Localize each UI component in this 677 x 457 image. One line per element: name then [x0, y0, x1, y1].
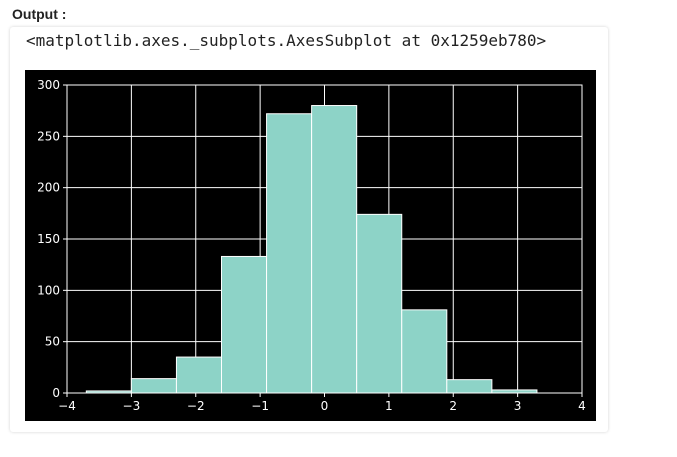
histogram-bar	[221, 255, 268, 394]
x-axis-ticks: −4 −3 −2 −1 0 1 2 3 4	[58, 393, 586, 413]
histogram-bar	[130, 378, 177, 394]
x-tick-label: −1	[251, 399, 269, 413]
y-tick-label: 150	[37, 232, 60, 246]
axes-repr-text: <matplotlib.axes._subplots.AxesSubplot a…	[26, 31, 547, 50]
x-tick-label: −3	[123, 399, 141, 413]
histogram-bar	[266, 113, 313, 394]
x-tick-label: 1	[385, 399, 393, 413]
y-tick-label: 200	[37, 181, 60, 195]
output-label: Output :	[12, 6, 67, 22]
x-tick-label: −2	[187, 399, 205, 413]
histogram-bar	[356, 213, 403, 394]
y-tick-label: 250	[37, 129, 60, 143]
y-tick-label: 300	[37, 78, 60, 92]
y-tick-label: 100	[37, 283, 60, 297]
y-tick-label: 0	[52, 386, 60, 400]
histogram-chart: −4 −3 −2 −1 0 1 2 3 4 0 50 100 150 200 250 300	[37, 78, 586, 413]
histogram-bar	[311, 105, 358, 394]
histogram-bar	[175, 356, 222, 394]
x-tick-label: 2	[449, 399, 457, 413]
histogram-bar	[401, 309, 448, 394]
x-tick-label: 4	[578, 399, 586, 413]
x-tick-label: 0	[321, 399, 329, 413]
histogram-bars	[85, 105, 538, 394]
y-axis-ticks: 0 50 100 150 200 250 300	[37, 78, 67, 400]
histogram-bar	[446, 379, 493, 394]
histogram-figure: −4 −3 −2 −1 0 1 2 3 4 0 50 100 150 200 250 300	[25, 70, 596, 421]
x-tick-label: −4	[58, 399, 76, 413]
x-tick-label: 3	[514, 399, 522, 413]
y-tick-label: 50	[45, 335, 60, 349]
